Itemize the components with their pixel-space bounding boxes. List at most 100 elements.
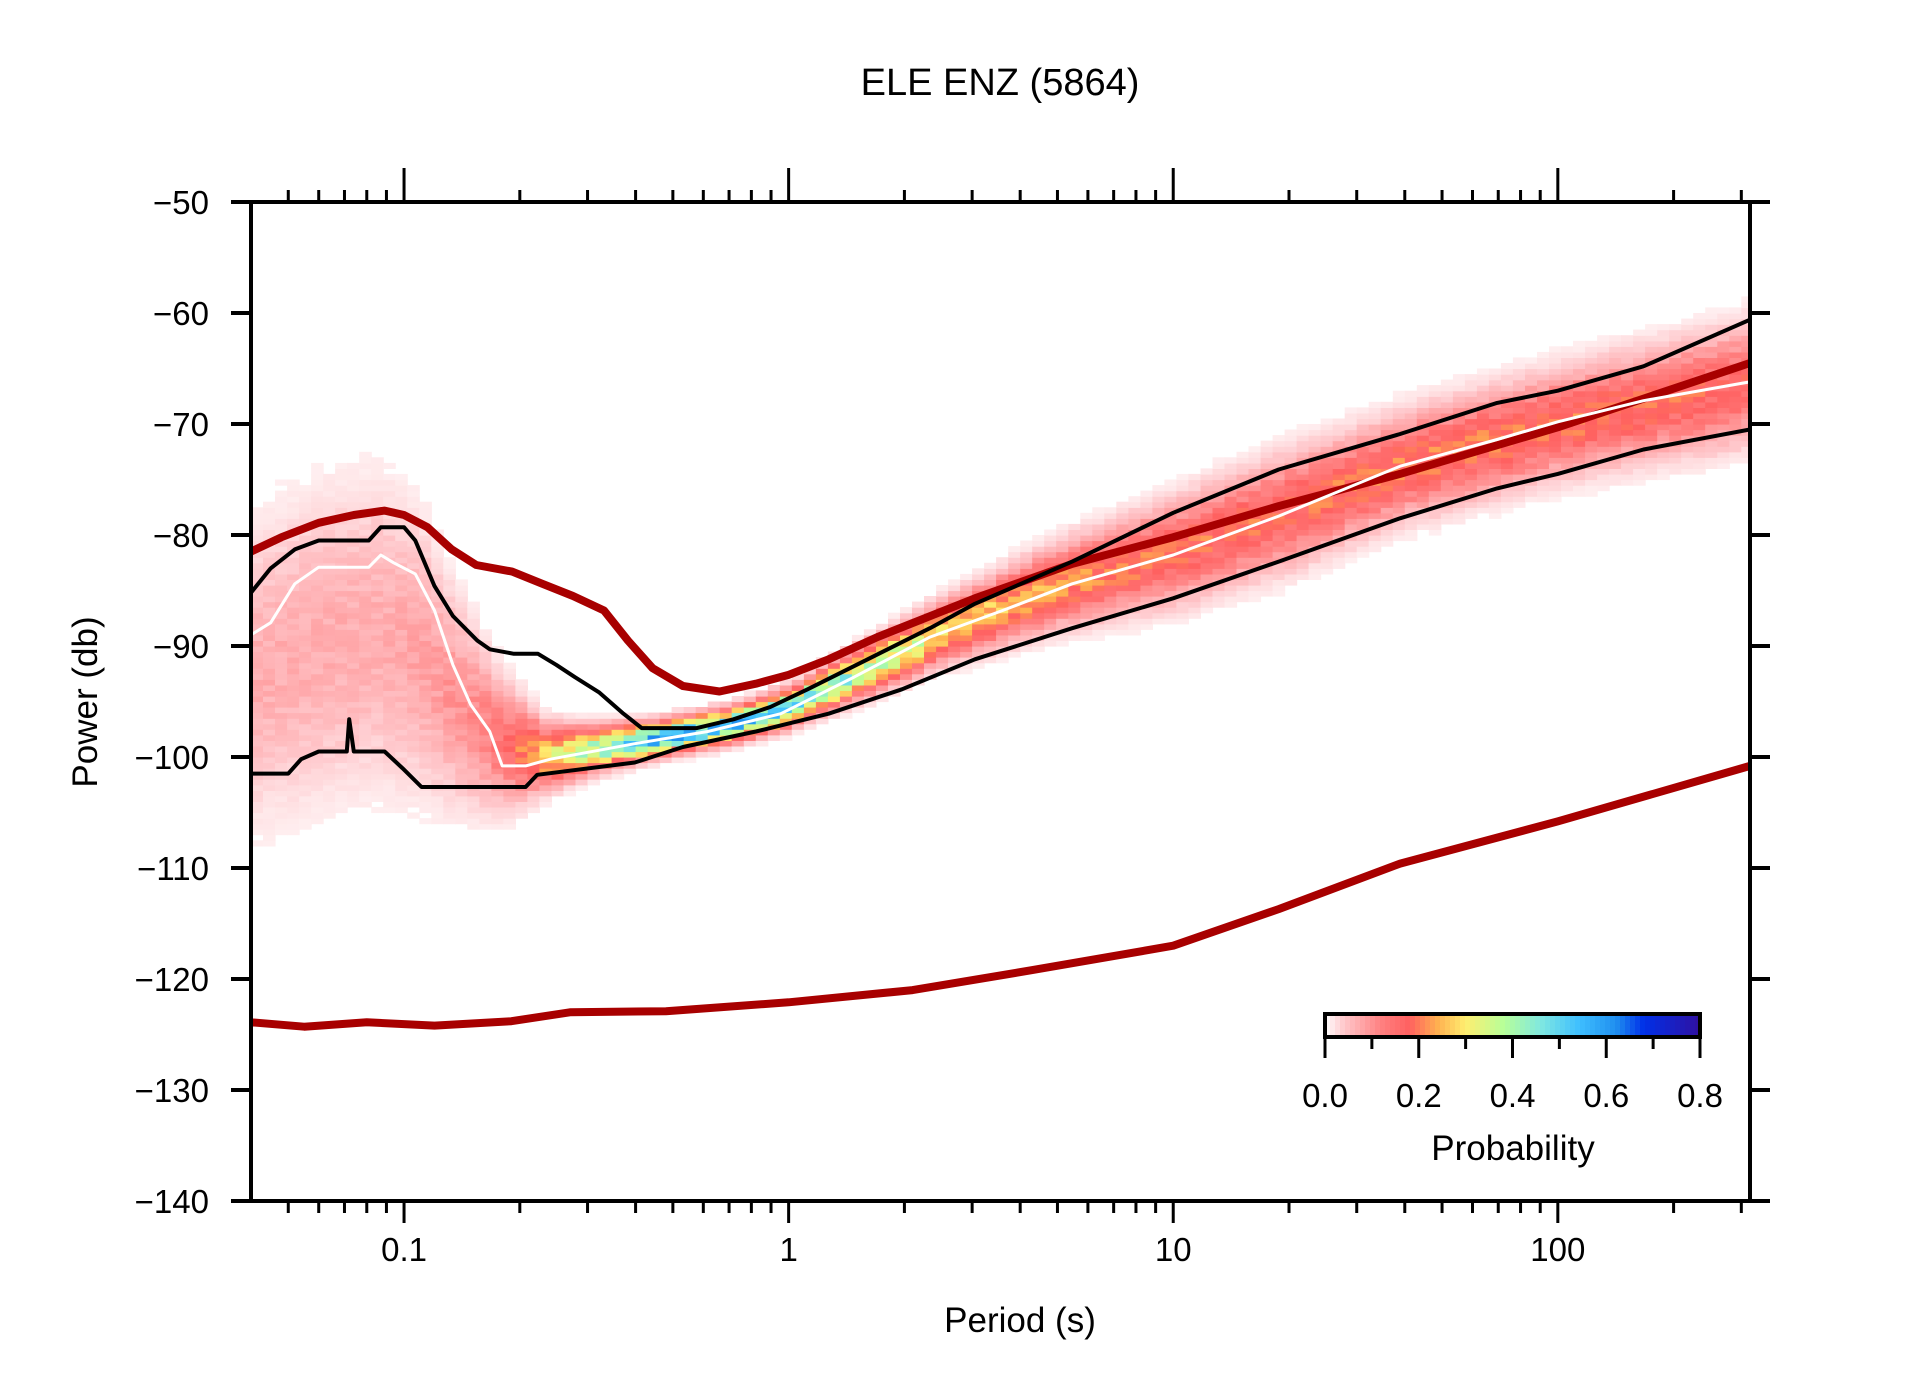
- density-cell: [1212, 485, 1226, 492]
- density-cell: [311, 657, 324, 664]
- density-cell: [1260, 573, 1274, 580]
- density-cell: [431, 623, 444, 630]
- density-cell: [335, 768, 348, 775]
- density-cell: [1705, 363, 1718, 370]
- density-cell: [1573, 485, 1586, 492]
- density-cell: [323, 657, 336, 664]
- density-cell: [1368, 407, 1382, 414]
- density-cell: [467, 696, 480, 703]
- density-cell: [1344, 551, 1358, 558]
- density-cell: [263, 679, 276, 686]
- density-cell: [960, 585, 973, 592]
- density-cell: [371, 806, 384, 814]
- density-cell: [251, 523, 264, 530]
- density-cell: [1633, 479, 1646, 486]
- density-cell: [1476, 429, 1490, 436]
- density-cell: [599, 768, 613, 775]
- density-cell: [443, 701, 456, 708]
- density-cell: [1645, 357, 1658, 364]
- density-cell: [1128, 590, 1141, 597]
- density-cell: [323, 590, 336, 597]
- density-cell: [1392, 407, 1406, 414]
- density-cell: [707, 718, 721, 725]
- density-cell: [1260, 551, 1274, 558]
- density-cell: [1561, 346, 1574, 353]
- density-cell: [1621, 363, 1634, 370]
- density-cell: [1200, 573, 1214, 580]
- density-cell: [1741, 429, 1750, 436]
- density-cell: [275, 612, 288, 619]
- density-cell: [371, 718, 384, 725]
- density-cell: [827, 712, 841, 719]
- density-cell: [359, 457, 372, 464]
- density-cell: [263, 762, 276, 769]
- density-cell: [431, 684, 444, 691]
- density-cell: [431, 718, 444, 725]
- density-cell: [431, 607, 444, 614]
- density-cell: [383, 529, 396, 536]
- density-cell: [1693, 457, 1706, 464]
- density-cell: [263, 812, 276, 819]
- density-cell: [299, 507, 312, 514]
- density-cell: [287, 662, 300, 669]
- density-cell: [1272, 485, 1286, 492]
- density-cell: [1320, 429, 1334, 436]
- density-cell: [431, 601, 444, 608]
- density-cell: [419, 723, 432, 730]
- density-cell: [407, 668, 420, 675]
- density-cell: [419, 745, 432, 753]
- density-cell: [371, 612, 384, 619]
- density-cell: [1188, 518, 1201, 525]
- density-cell: [1537, 446, 1550, 453]
- density-cell: [263, 795, 276, 802]
- density-cell: [419, 690, 432, 697]
- density-cell: [888, 612, 901, 619]
- density-cell: [347, 657, 360, 664]
- density-cell: [599, 712, 613, 719]
- density-cell: [431, 690, 444, 697]
- density-cell: [275, 662, 288, 669]
- density-cell: [335, 701, 348, 708]
- density-cell: [888, 673, 901, 680]
- density-cell: [371, 723, 384, 730]
- density-cell: [1380, 512, 1394, 519]
- density-cell: [539, 751, 552, 758]
- density-cell: [1116, 612, 1129, 619]
- density-cell: [467, 640, 480, 647]
- density-cell: [1080, 634, 1093, 641]
- density-cell: [1741, 324, 1750, 331]
- density-cell: [924, 618, 937, 625]
- density-cell: [1609, 368, 1622, 375]
- density-cell: [275, 634, 288, 641]
- colorbar-swatch: [1470, 1014, 1476, 1037]
- density-cell: [767, 718, 781, 725]
- density-cell: [251, 668, 264, 675]
- density-cell: [671, 757, 685, 764]
- density-cell: [419, 696, 432, 703]
- colorbar-swatch: [1365, 1014, 1371, 1037]
- density-cell: [1428, 523, 1442, 530]
- density-cell: [539, 768, 552, 775]
- density-cell: [1549, 462, 1562, 469]
- density-cell: [1152, 490, 1165, 497]
- density-cell: [1681, 329, 1694, 336]
- density-cell: [1056, 607, 1069, 614]
- density-cell: [1464, 479, 1478, 486]
- density-cell: [1404, 501, 1418, 508]
- colorbar-swatch: [1605, 1014, 1611, 1037]
- density-cell: [1224, 462, 1238, 469]
- density-cell: [1705, 346, 1718, 353]
- density-cell: [1705, 440, 1718, 447]
- density-cell: [419, 612, 432, 619]
- density-cell: [1140, 518, 1153, 525]
- density-cell: [347, 673, 360, 680]
- density-cell: [431, 701, 444, 708]
- density-cell: [1284, 540, 1298, 547]
- density-cell: [1633, 412, 1646, 420]
- colorbar-swatch: [1580, 1014, 1586, 1037]
- density-cell: [1597, 401, 1610, 408]
- density-cell: [851, 651, 865, 658]
- density-cell: [1597, 385, 1610, 392]
- density-cell: [455, 668, 468, 675]
- density-cell: [936, 612, 949, 619]
